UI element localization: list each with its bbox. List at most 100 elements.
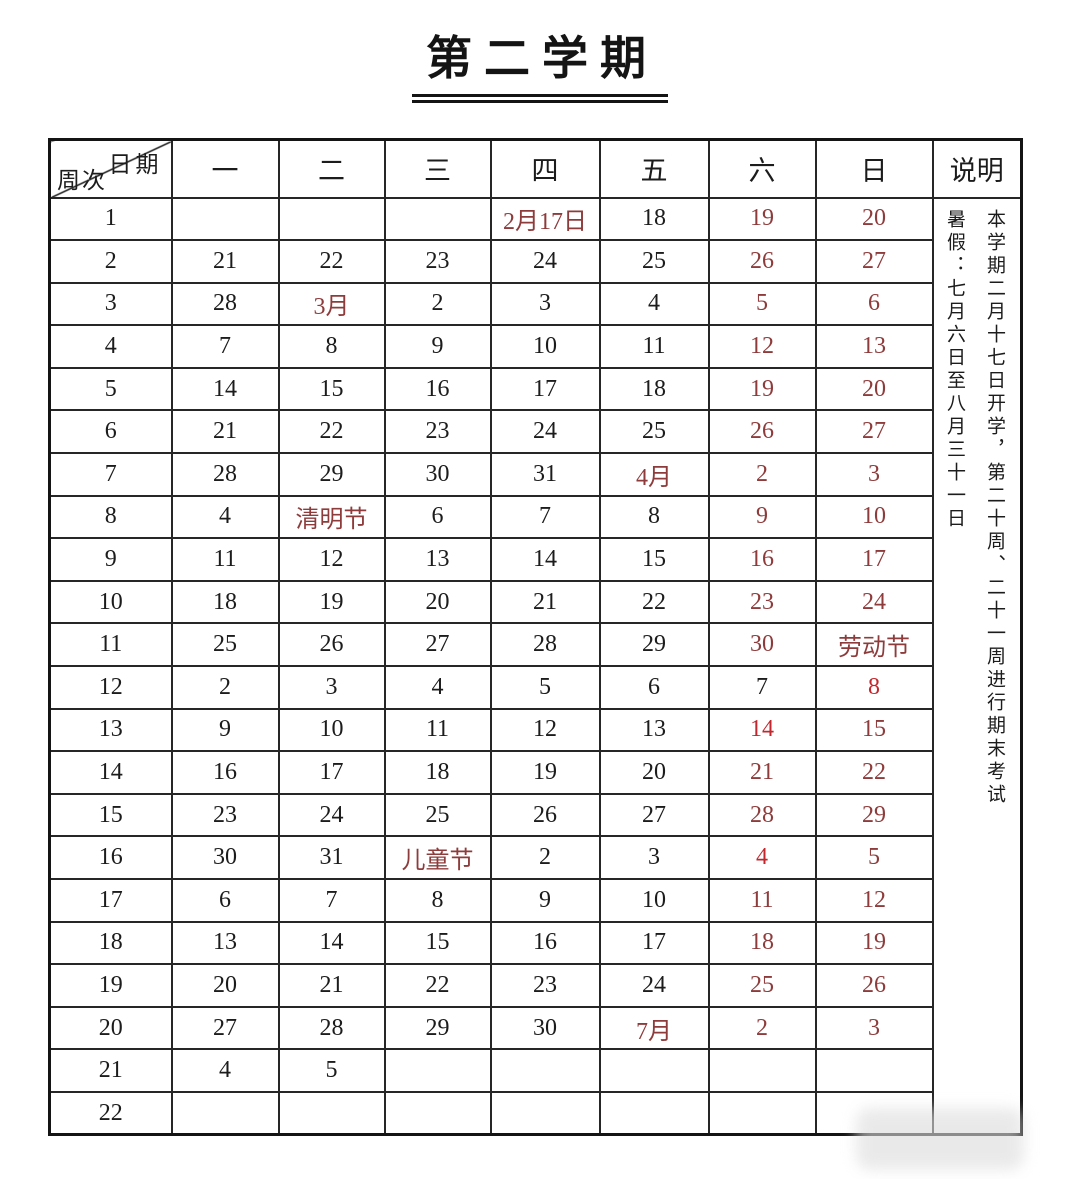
date-cell: 22 xyxy=(598,579,710,625)
date-cell: 7 xyxy=(170,324,280,369)
date-cell: 30 xyxy=(489,1005,601,1051)
date-cell: 25 xyxy=(383,792,492,838)
table-row: 1 2月17日 18 19 20 本学期二月十七日开学，第二十周、二十一周进行期末考试 暑假… xyxy=(48,196,1023,1136)
date-cell: 12 xyxy=(489,707,601,753)
week-number: 20 xyxy=(48,1005,173,1051)
date-cell: 24 xyxy=(489,239,601,284)
date-cell: 18 xyxy=(598,196,710,242)
watermark-smudge xyxy=(856,1108,1024,1170)
date-cell: 15 xyxy=(383,920,492,966)
date-cell xyxy=(489,1090,601,1136)
date-cell: 21 xyxy=(707,750,817,795)
date-cell: 22 xyxy=(383,963,492,1008)
date-cell: 13 xyxy=(383,537,492,582)
date-cell: 24 xyxy=(598,963,710,1008)
date-cell: 16 xyxy=(383,366,492,412)
date-cell: 9 xyxy=(170,707,280,753)
table-row: 19 20 21 22 23 24 25 26 xyxy=(48,963,1022,1008)
table-row: 8 4 清明节 6 7 8 9 10 xyxy=(48,494,1022,540)
week-number: 2 xyxy=(48,239,173,284)
date-cell xyxy=(489,1048,601,1093)
corner-week-label: 周次 xyxy=(57,167,107,193)
week-number: 4 xyxy=(48,324,173,369)
date-cell: 27 xyxy=(598,792,710,838)
week-number: 14 xyxy=(48,750,173,795)
date-cell: 27 xyxy=(170,1005,280,1051)
notes-header: 说明 xyxy=(931,138,1023,199)
date-cell: 26 xyxy=(707,409,817,455)
date-cell: 18 xyxy=(707,920,817,966)
date-cell: 26 xyxy=(814,963,934,1008)
page-title: 第二学期 xyxy=(412,22,668,103)
date-cell: 2 xyxy=(383,281,492,327)
date-cell: 23 xyxy=(170,792,280,838)
date-cell: 24 xyxy=(277,792,386,838)
date-cell: 3 xyxy=(598,835,710,880)
date-cell: 30 xyxy=(383,452,492,497)
notes-cell: 本学期二月十七日开学，第二十周、二十一周进行期末考试 暑假：七月六日至八月三十一日 xyxy=(931,196,1023,1136)
date-cell: 14 xyxy=(489,537,601,582)
date-cell: 13 xyxy=(814,324,934,369)
date-cell: 3 xyxy=(489,281,601,327)
date-cell: 儿童节 xyxy=(383,835,492,880)
table-row: 4 7 8 9 10 11 12 13 xyxy=(48,324,1022,369)
date-cell: 29 xyxy=(277,452,386,497)
date-cell: 10 xyxy=(277,707,386,753)
date-cell: 2 xyxy=(707,452,817,497)
date-cell: 5 xyxy=(814,835,934,880)
date-cell: 4 xyxy=(707,835,817,880)
date-cell xyxy=(383,1048,492,1093)
table-row: 7 28 29 30 31 4月 2 3 xyxy=(48,452,1022,497)
date-cell: 26 xyxy=(707,239,817,284)
day-header-3: 三 xyxy=(383,138,492,199)
date-cell: 20 xyxy=(814,366,934,412)
date-cell: 20 xyxy=(598,750,710,795)
date-cell: 23 xyxy=(489,963,601,1008)
date-cell: 3 xyxy=(814,452,934,497)
date-cell: 14 xyxy=(170,366,280,412)
week-number: 6 xyxy=(48,409,173,455)
semester-calendar-table: 日期 周次 一二三四五六日说明 1 2月17日 18 19 20 本学期二月十七日开学，第… xyxy=(48,138,1023,1137)
table-row: 20 27 28 29 30 7月 2 3 xyxy=(48,1005,1022,1051)
date-cell: 9 xyxy=(383,324,492,369)
date-cell: 4 xyxy=(598,281,710,327)
date-cell: 12 xyxy=(707,324,817,369)
date-cell: 8 xyxy=(383,878,492,923)
date-cell: 16 xyxy=(170,750,280,795)
date-cell: 15 xyxy=(814,707,934,753)
date-cell: 5 xyxy=(707,281,817,327)
date-cell: 23 xyxy=(383,409,492,455)
corner-date-label: 日期 xyxy=(108,152,163,177)
table-row: 12 2 3 4 5 6 7 8 xyxy=(48,665,1022,710)
week-number: 16 xyxy=(48,835,173,880)
date-cell: 28 xyxy=(707,792,817,838)
date-cell: 14 xyxy=(707,707,817,753)
date-cell: 20 xyxy=(383,579,492,625)
table-row: 14 16 17 18 19 20 21 22 xyxy=(48,750,1022,795)
date-cell: 25 xyxy=(598,239,710,284)
date-cell: 10 xyxy=(489,324,601,369)
date-cell: 27 xyxy=(814,409,934,455)
date-cell: 13 xyxy=(598,707,710,753)
week-number: 19 xyxy=(48,963,173,1008)
date-cell: 劳动节 xyxy=(814,622,934,668)
date-cell: 3月 xyxy=(277,281,386,327)
date-cell: 24 xyxy=(489,409,601,455)
date-cell: 2 xyxy=(170,665,280,710)
date-cell: 11 xyxy=(707,878,817,923)
date-cell: 15 xyxy=(598,537,710,582)
table-body: 1 2月17日 18 19 20 本学期二月十七日开学，第二十周、二十一周进行期末考试 暑假… xyxy=(48,196,1023,1136)
date-cell: 29 xyxy=(383,1005,492,1051)
table-row: 13 9 10 11 12 13 14 15 xyxy=(48,707,1022,753)
table-row: 3 28 3月 2 3 4 5 6 xyxy=(48,281,1022,327)
week-number: 3 xyxy=(48,281,173,327)
date-cell: 4月 xyxy=(598,452,710,497)
date-cell: 5 xyxy=(277,1048,386,1093)
date-cell xyxy=(170,1090,280,1136)
date-cell: 26 xyxy=(489,792,601,838)
week-number: 10 xyxy=(48,579,173,625)
page-header: 第二学期 xyxy=(0,22,1080,103)
week-number: 5 xyxy=(48,366,173,412)
day-header-4: 四 xyxy=(489,138,601,199)
date-cell: 26 xyxy=(277,622,386,668)
